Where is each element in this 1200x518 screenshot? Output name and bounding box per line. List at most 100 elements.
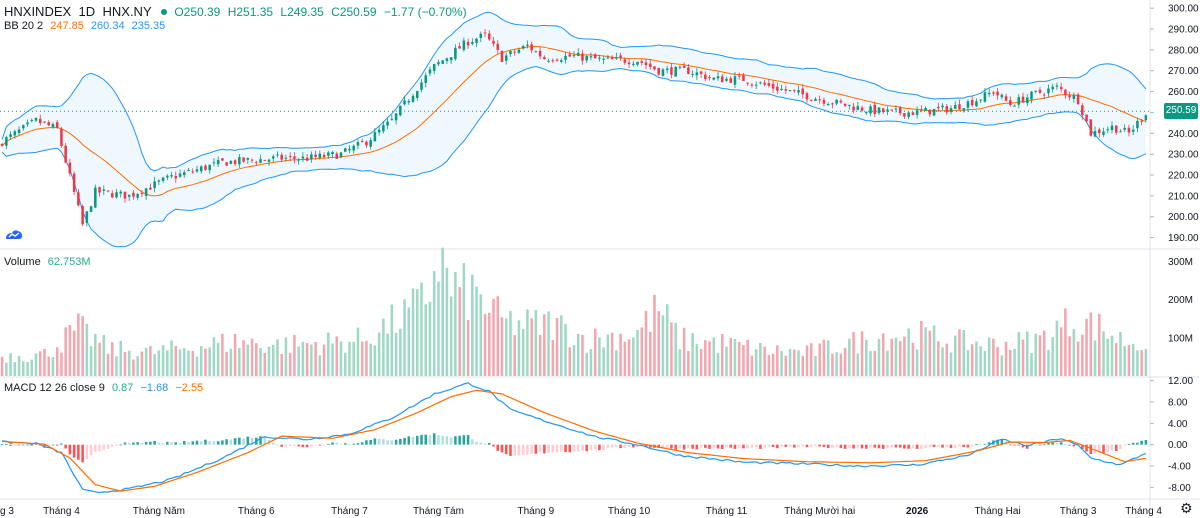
volume-bar (26, 362, 29, 376)
volume-bar (903, 336, 906, 376)
candle-body (623, 59, 627, 63)
candle-body (34, 117, 38, 121)
macd-histogram-bar (5, 444, 8, 445)
candle-body (746, 82, 749, 84)
macd-histogram-bar (843, 444, 847, 449)
macd-histogram-bar (521, 444, 525, 455)
candle-body (5, 137, 8, 146)
candle (1072, 92, 1076, 103)
macd-histogram-bar (793, 444, 796, 448)
candle-body (932, 108, 936, 116)
candle (208, 164, 211, 174)
volume-bar (547, 311, 550, 376)
candle (555, 58, 559, 63)
candle-body (966, 101, 970, 108)
macd-histogram-bar (644, 444, 648, 447)
candle (318, 150, 322, 160)
candle (937, 102, 940, 112)
candle (623, 57, 627, 65)
bb-legend[interactable]: BB 20 2 247.85 260.34 235.35 (4, 20, 169, 32)
candle (110, 190, 114, 199)
volume-bar (1089, 312, 1093, 376)
time-axis-label: Tháng 4 (43, 506, 80, 517)
volume-bar (94, 334, 97, 376)
volume-bar (454, 271, 457, 376)
time-axis-label: Tháng Tám (413, 506, 464, 517)
volume-bar (339, 341, 343, 376)
volume-bar (572, 345, 576, 376)
candle (610, 55, 614, 60)
volume-bar (924, 327, 927, 376)
candle-body (509, 51, 512, 55)
volume-label: Volume (4, 256, 41, 268)
volume-bar (932, 325, 936, 376)
macd-histogram-bar (246, 436, 250, 445)
candle (13, 129, 17, 139)
candle-body (1047, 88, 1050, 94)
candle-body (64, 145, 67, 163)
macd-histogram-bar (848, 444, 851, 448)
price-axis-tick-label: 280.00 (1168, 45, 1199, 56)
candle (966, 99, 970, 112)
candle (471, 38, 474, 46)
candle (665, 65, 669, 74)
candle (454, 44, 457, 61)
symbol-name[interactable]: HNXINDEX (4, 4, 72, 19)
tradingview-logo-icon[interactable] (4, 226, 24, 242)
volume-bar (517, 320, 521, 376)
macd-histogram-bar (331, 442, 334, 445)
macd-histogram-bar (178, 443, 182, 445)
candle (339, 151, 343, 159)
volume-bar (229, 348, 233, 376)
macd-legend[interactable]: MACD 12 26 close 9 0.87 −1.68 −2.55 (4, 382, 207, 394)
time-axis-label: Tháng 6 (238, 506, 275, 517)
volume-bar (746, 339, 749, 376)
settings-gear-icon[interactable]: ⚙ (1180, 500, 1193, 516)
candle (144, 187, 148, 201)
candle (784, 85, 788, 95)
volume-bar (1123, 346, 1126, 376)
candle (500, 50, 504, 63)
volume-legend[interactable]: Volume 62.753M (4, 256, 95, 268)
candle-body (945, 106, 949, 113)
candle-body (386, 121, 389, 126)
volume-bar (1025, 331, 1029, 376)
volume-bar (568, 347, 572, 376)
macd-histogram-bar (932, 444, 936, 448)
candle-body (293, 156, 296, 159)
macd-histogram-bar (161, 443, 165, 445)
macd-histogram-bar (665, 444, 669, 448)
macd-axis-tick-label: 0.00 (1168, 440, 1188, 451)
macd-histogram-bar (136, 442, 139, 445)
macd-histogram-bar (704, 444, 707, 448)
candle-body (941, 105, 944, 108)
volume-bar (754, 349, 758, 376)
candle-body (754, 84, 758, 86)
interval[interactable]: 1D (78, 4, 96, 19)
candle (733, 72, 737, 88)
macd-histogram-bar (750, 444, 754, 448)
candle (1038, 86, 1042, 95)
macd-histogram-bar (564, 444, 567, 453)
macd-histogram-bar (1009, 444, 1012, 446)
macd-histogram-bar (115, 444, 118, 446)
volume-bar (415, 289, 419, 376)
candle-body (238, 157, 241, 165)
candle-body (737, 75, 741, 77)
candle (1102, 127, 1105, 137)
volume-bar (301, 341, 305, 376)
macd-histogram-bar (479, 442, 483, 445)
macd-histogram-bar (593, 444, 597, 450)
volume-bar (953, 335, 957, 376)
candle-body (1025, 97, 1029, 104)
volume-bar (767, 354, 771, 376)
volume-bar (123, 351, 127, 376)
volume-bar (856, 353, 860, 376)
time-axis-label: Tháng Mười hai (784, 506, 855, 517)
macd-histogram-bar (140, 443, 144, 445)
candle-body (377, 129, 381, 133)
candle-body (610, 57, 614, 60)
candle (233, 159, 237, 167)
macd-histogram-bar (1123, 444, 1126, 446)
